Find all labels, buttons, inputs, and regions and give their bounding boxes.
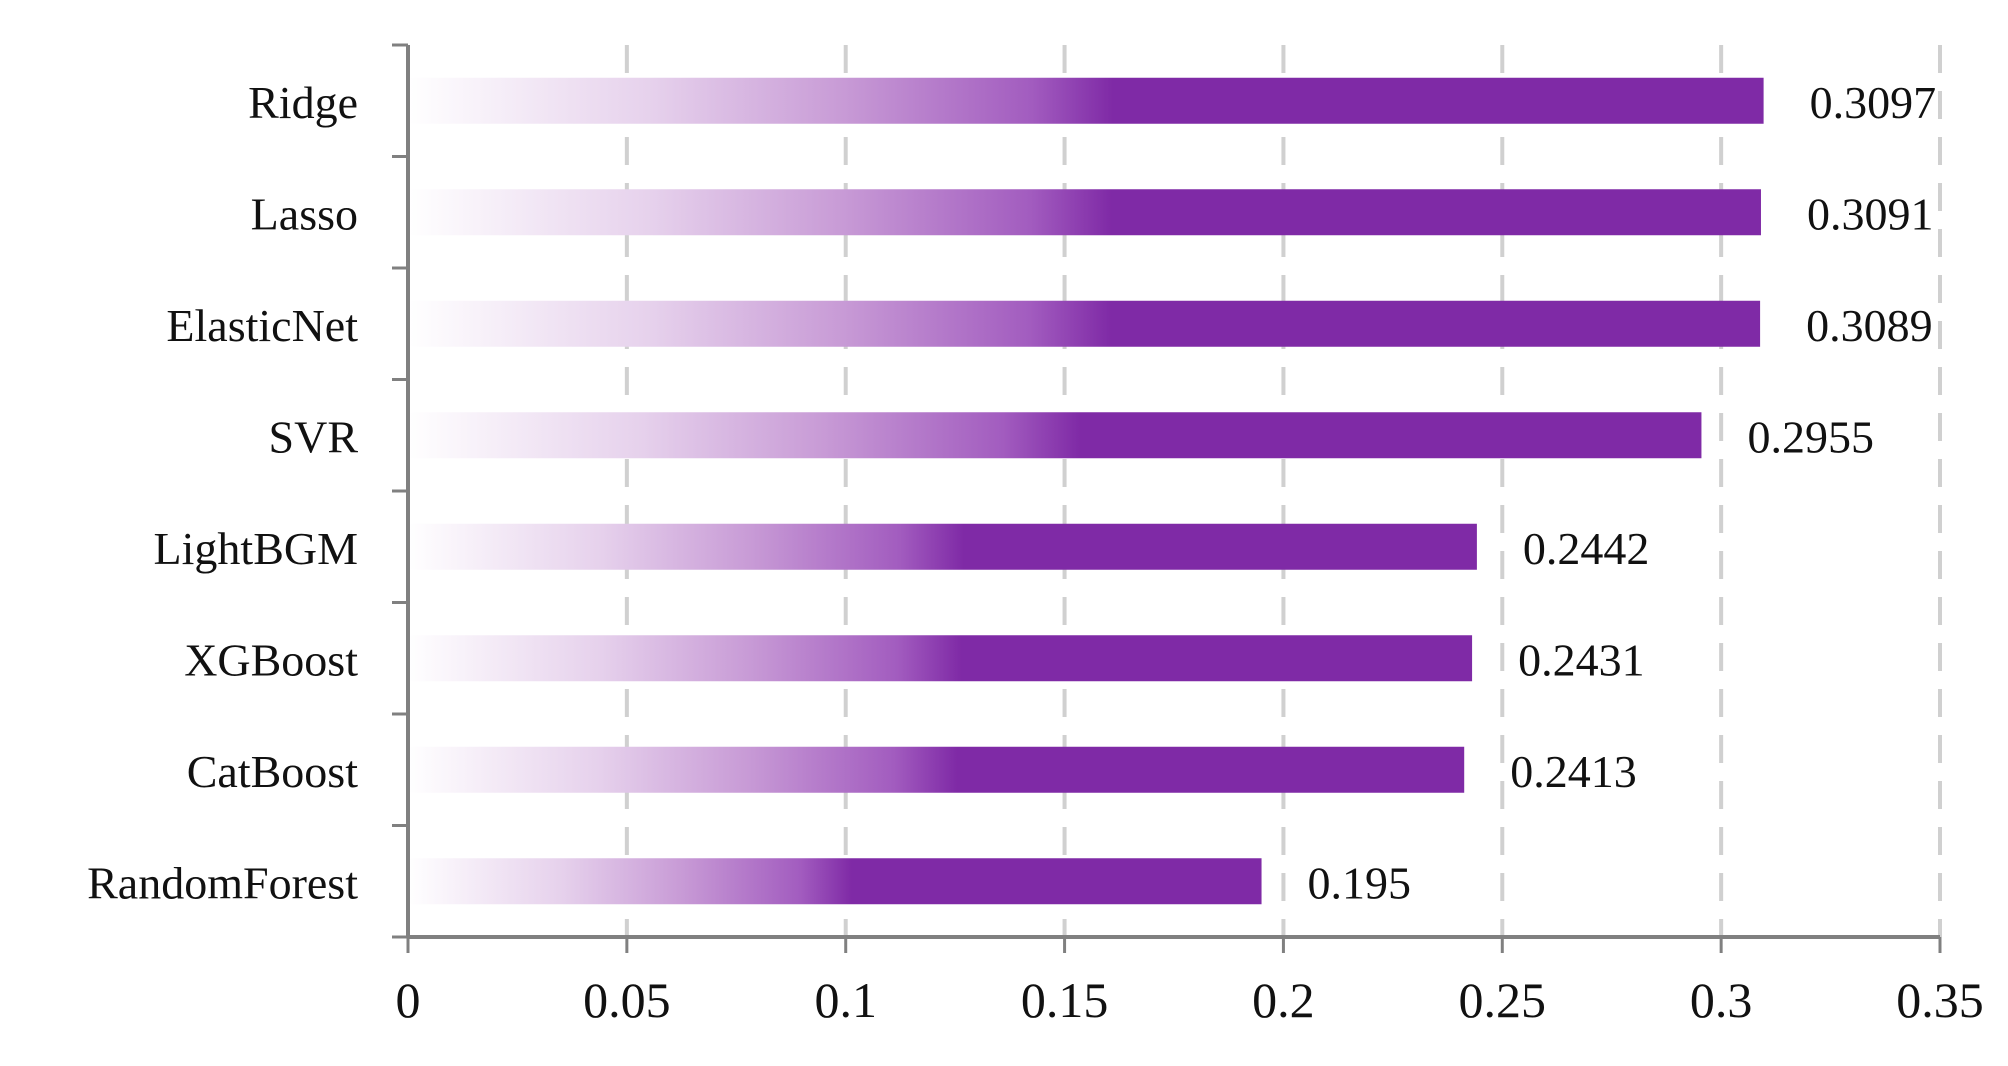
x-tick-label: 0.25 <box>1459 972 1547 1028</box>
grid-layer <box>624 45 1942 937</box>
x-tick-label: 0.3 <box>1690 972 1753 1028</box>
x-tick-label: 0 <box>396 972 421 1028</box>
bar <box>408 746 1465 793</box>
data-label: 0.195 <box>1308 857 1412 908</box>
bar <box>408 858 1262 905</box>
x-tick-label: 0.1 <box>814 972 877 1028</box>
data-label: 0.3089 <box>1806 300 1933 351</box>
bar <box>408 189 1761 236</box>
label-layer: 0.3097 Ridge 0.3091 Lasso 0.3089 ElasticNet 0.… <box>87 77 1984 1028</box>
category-label: LightBGM <box>154 523 358 574</box>
bar <box>408 300 1761 347</box>
x-tick-label: 0.05 <box>583 972 671 1028</box>
data-label: 0.2431 <box>1518 634 1645 685</box>
bar-layer <box>408 77 1764 905</box>
category-label: ElasticNet <box>166 300 358 351</box>
category-label: RandomForest <box>87 857 358 908</box>
category-label: SVR <box>269 411 359 462</box>
data-label: 0.2442 <box>1523 523 1650 574</box>
data-label: 0.3097 <box>1810 77 1937 128</box>
bar <box>408 412 1702 459</box>
data-label: 0.3091 <box>1807 188 1934 239</box>
x-tick-label: 0.35 <box>1896 972 1984 1028</box>
data-label: 0.2413 <box>1510 746 1637 797</box>
data-label: 0.2955 <box>1747 411 1874 462</box>
category-label: Ridge <box>248 77 358 128</box>
bar <box>408 635 1473 682</box>
bar <box>408 77 1764 124</box>
category-label: CatBoost <box>187 746 358 797</box>
x-tick-label: 0.15 <box>1021 972 1109 1028</box>
axis-layer <box>392 43 1942 953</box>
category-label: Lasso <box>251 188 358 239</box>
category-label: XGBoost <box>184 634 358 685</box>
x-tick-label: 0.2 <box>1252 972 1315 1028</box>
bar <box>408 523 1477 570</box>
